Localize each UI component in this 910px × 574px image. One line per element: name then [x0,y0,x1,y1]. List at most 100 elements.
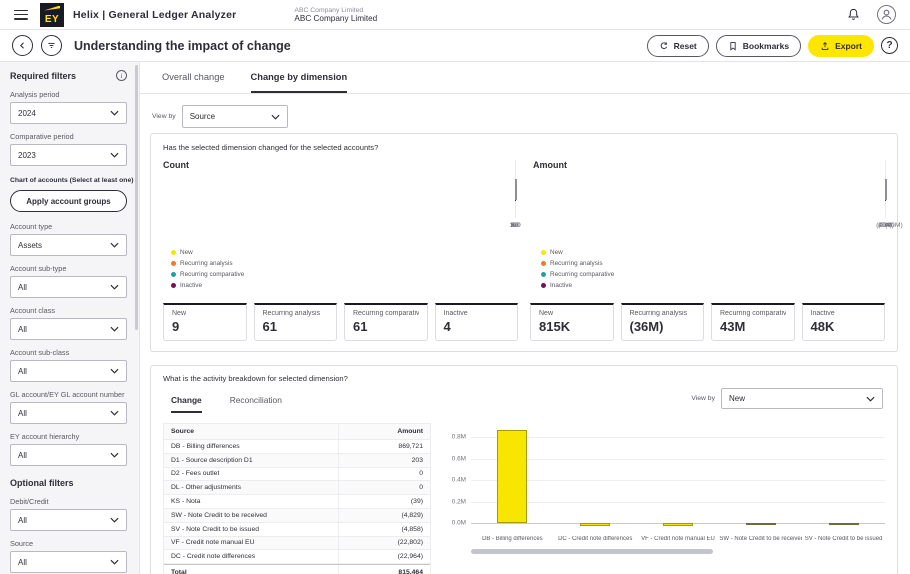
bar-dc[interactable] [580,523,610,525]
filter-select-account-sub-class[interactable]: All [10,360,127,382]
filter-select-gl-account-ey-gl-account-number[interactable]: All [10,402,127,424]
page-header: Understanding the impact of change Reset… [0,30,910,62]
kpi-card-recurring-analysis[interactable]: Recurring analysis61 [254,303,338,341]
y-axis-labels: 0.8M0.6M0.4M0.2M0.0M [445,423,471,531]
filter-group-account-sub-type: Account sub-typeAll [10,264,127,298]
tab-change-by-dimension[interactable]: Change by dimension [251,72,348,93]
filter-group-comparative-period: Comparative period2023 [10,132,127,166]
legend-label: Recurring comparative [180,271,244,278]
filter-select-value: All [18,367,27,376]
legend-item-recurring-analysis: Recurring analysis [541,260,617,267]
company-selector[interactable]: ABC Company Limited ABC Company Limited [294,7,377,23]
activity-breakdown-panel: What is the activity breakdown for selec… [150,365,898,574]
filter-label: Account sub-class [10,348,127,357]
table-row-sv[interactable]: SV - Note Credit to be issued(4,858) [164,523,430,537]
table-row-dl[interactable]: DL - Other adjustments0 [164,481,430,495]
total-label-cell: Total [164,569,338,574]
kpi-card-recurring-comparative[interactable]: Recurring comparative43M [711,303,795,341]
legend-item-recurring-comparative: Recurring comparative [541,271,617,278]
filter-select-analysis-period[interactable]: 2024 [10,102,127,124]
source-cell: D2 - Fees outlet [164,470,338,477]
filter-select-comparative-period[interactable]: 2023 [10,144,127,166]
legend-label: New [550,249,563,256]
chart-slot [554,423,637,531]
kpi-card-inactive[interactable]: Inactive4 [435,303,519,341]
kpi-card-value: 48K [811,319,877,334]
source-cell: DC - Credit note differences [164,553,338,560]
breakdown-chart-plot [471,423,885,531]
filter-select-account-type[interactable]: Assets [10,234,127,256]
kpi-card-new[interactable]: New 815K [530,303,614,341]
chart-of-accounts-label: Chart of accounts (Select at least one) [10,177,127,184]
kpi-card-new[interactable]: New9 [163,303,247,341]
legend-dot [541,250,546,255]
amount-chart-title: Amount [533,160,885,231]
source-amount-table: Source Amount DB - Billing differences86… [163,423,431,574]
chart-horizontal-scrollbar[interactable] [471,549,713,554]
table-row-ks[interactable]: KS - Nota(39) [164,495,430,509]
bar-segment-inactive[interactable] [515,180,516,201]
kpi-cards-row: New9Recurring analysis61Recurring compar… [163,303,885,341]
table-body: DB - Billing differences869,721D1 - Sour… [164,440,430,574]
table-row-dc[interactable]: DC - Credit note differences(22,964) [164,550,430,564]
table-row-vf[interactable]: VF - Credit note manual EU(22,802) [164,537,430,551]
menu-icon[interactable] [14,10,28,20]
filter-button[interactable] [41,35,62,56]
filter-select-account-sub-type[interactable]: All [10,276,127,298]
filter-select-value: 2024 [18,109,36,118]
count-chart: Count 020406080100120 NewRecurring analy… [163,160,515,293]
legend-label: Recurring analysis [550,260,603,267]
table-row-d2[interactable]: D2 - Fees outlet0 [164,468,430,482]
chart-slot [802,423,885,531]
amount-cell: (39) [338,495,430,508]
info-icon[interactable]: i [116,70,127,81]
filter-select-source[interactable]: All [10,551,127,573]
filter-group-account-class: Account classAll [10,306,127,340]
notifications-bell-icon[interactable] [846,7,861,22]
tab-change[interactable]: Change [171,395,202,413]
bar-sv[interactable] [829,523,859,525]
kpi-card-label: Inactive [811,310,877,317]
kpi-card-label: Recurring comparative [353,310,419,317]
kpi-card-label: New [539,310,605,317]
user-avatar[interactable] [877,5,896,24]
kpi-card-value: 815K [539,319,605,334]
bar-vf[interactable] [663,523,693,525]
bar-db[interactable] [497,430,527,524]
breakdown-view-by-select[interactable]: New [721,388,883,409]
source-cell: SV - Note Credit to be issued [164,526,338,533]
tab-overall-change[interactable]: Overall change [162,72,225,93]
filter-select-debit-credit[interactable]: All [10,509,127,531]
table-row-db[interactable]: DB - Billing differences869,721 [164,440,430,454]
bar-segment-inactive[interactable] [885,180,886,201]
reset-button[interactable]: Reset [647,35,709,57]
ey-logo[interactable]: EY [40,3,64,27]
filter-select-account-class[interactable]: All [10,318,127,340]
table-row-sw[interactable]: SW - Note Credit to be received(4,829) [164,509,430,523]
apply-account-groups-button[interactable]: Apply account groups [10,190,127,212]
kpi-card-recurring-comparative[interactable]: Recurring comparative61 [344,303,428,341]
sidebar-scrollbar[interactable] [135,65,138,330]
kpi-card-recurring-analysis[interactable]: Recurring analysis(36M) [621,303,705,341]
bar-sw[interactable] [746,523,776,525]
chevron-down-icon [271,114,280,120]
reset-icon [659,41,669,51]
view-by-select[interactable]: Source [182,105,288,128]
tab-reconciliation[interactable]: Reconciliation [230,395,282,413]
back-button[interactable] [12,35,33,56]
kpi-card-inactive[interactable]: Inactive 48K [802,303,886,341]
table-row-d1[interactable]: D1 - Source description D1203 [164,454,430,468]
topbar-actions [846,5,896,24]
export-button[interactable]: Export [808,35,874,57]
breakdown-question: What is the activity breakdown for selec… [163,374,885,383]
amount-cell: 203 [338,454,430,467]
bar-category-label: DB - Billing differences [471,536,554,542]
view-by-row: View by Source [140,94,910,130]
help-button[interactable]: ? [881,37,898,54]
legend-dot [171,272,176,277]
amount-chart-legend: New Recurring analysis Recurring comparati… [533,235,617,293]
filter-select-ey-account-hierarchy[interactable]: All [10,444,127,466]
bookmarks-button[interactable]: Bookmarks [716,35,801,57]
kpi-card-value: 43M [720,319,786,334]
app-window: EY Helix | General Ledger Analyzer ABC C… [0,0,910,574]
